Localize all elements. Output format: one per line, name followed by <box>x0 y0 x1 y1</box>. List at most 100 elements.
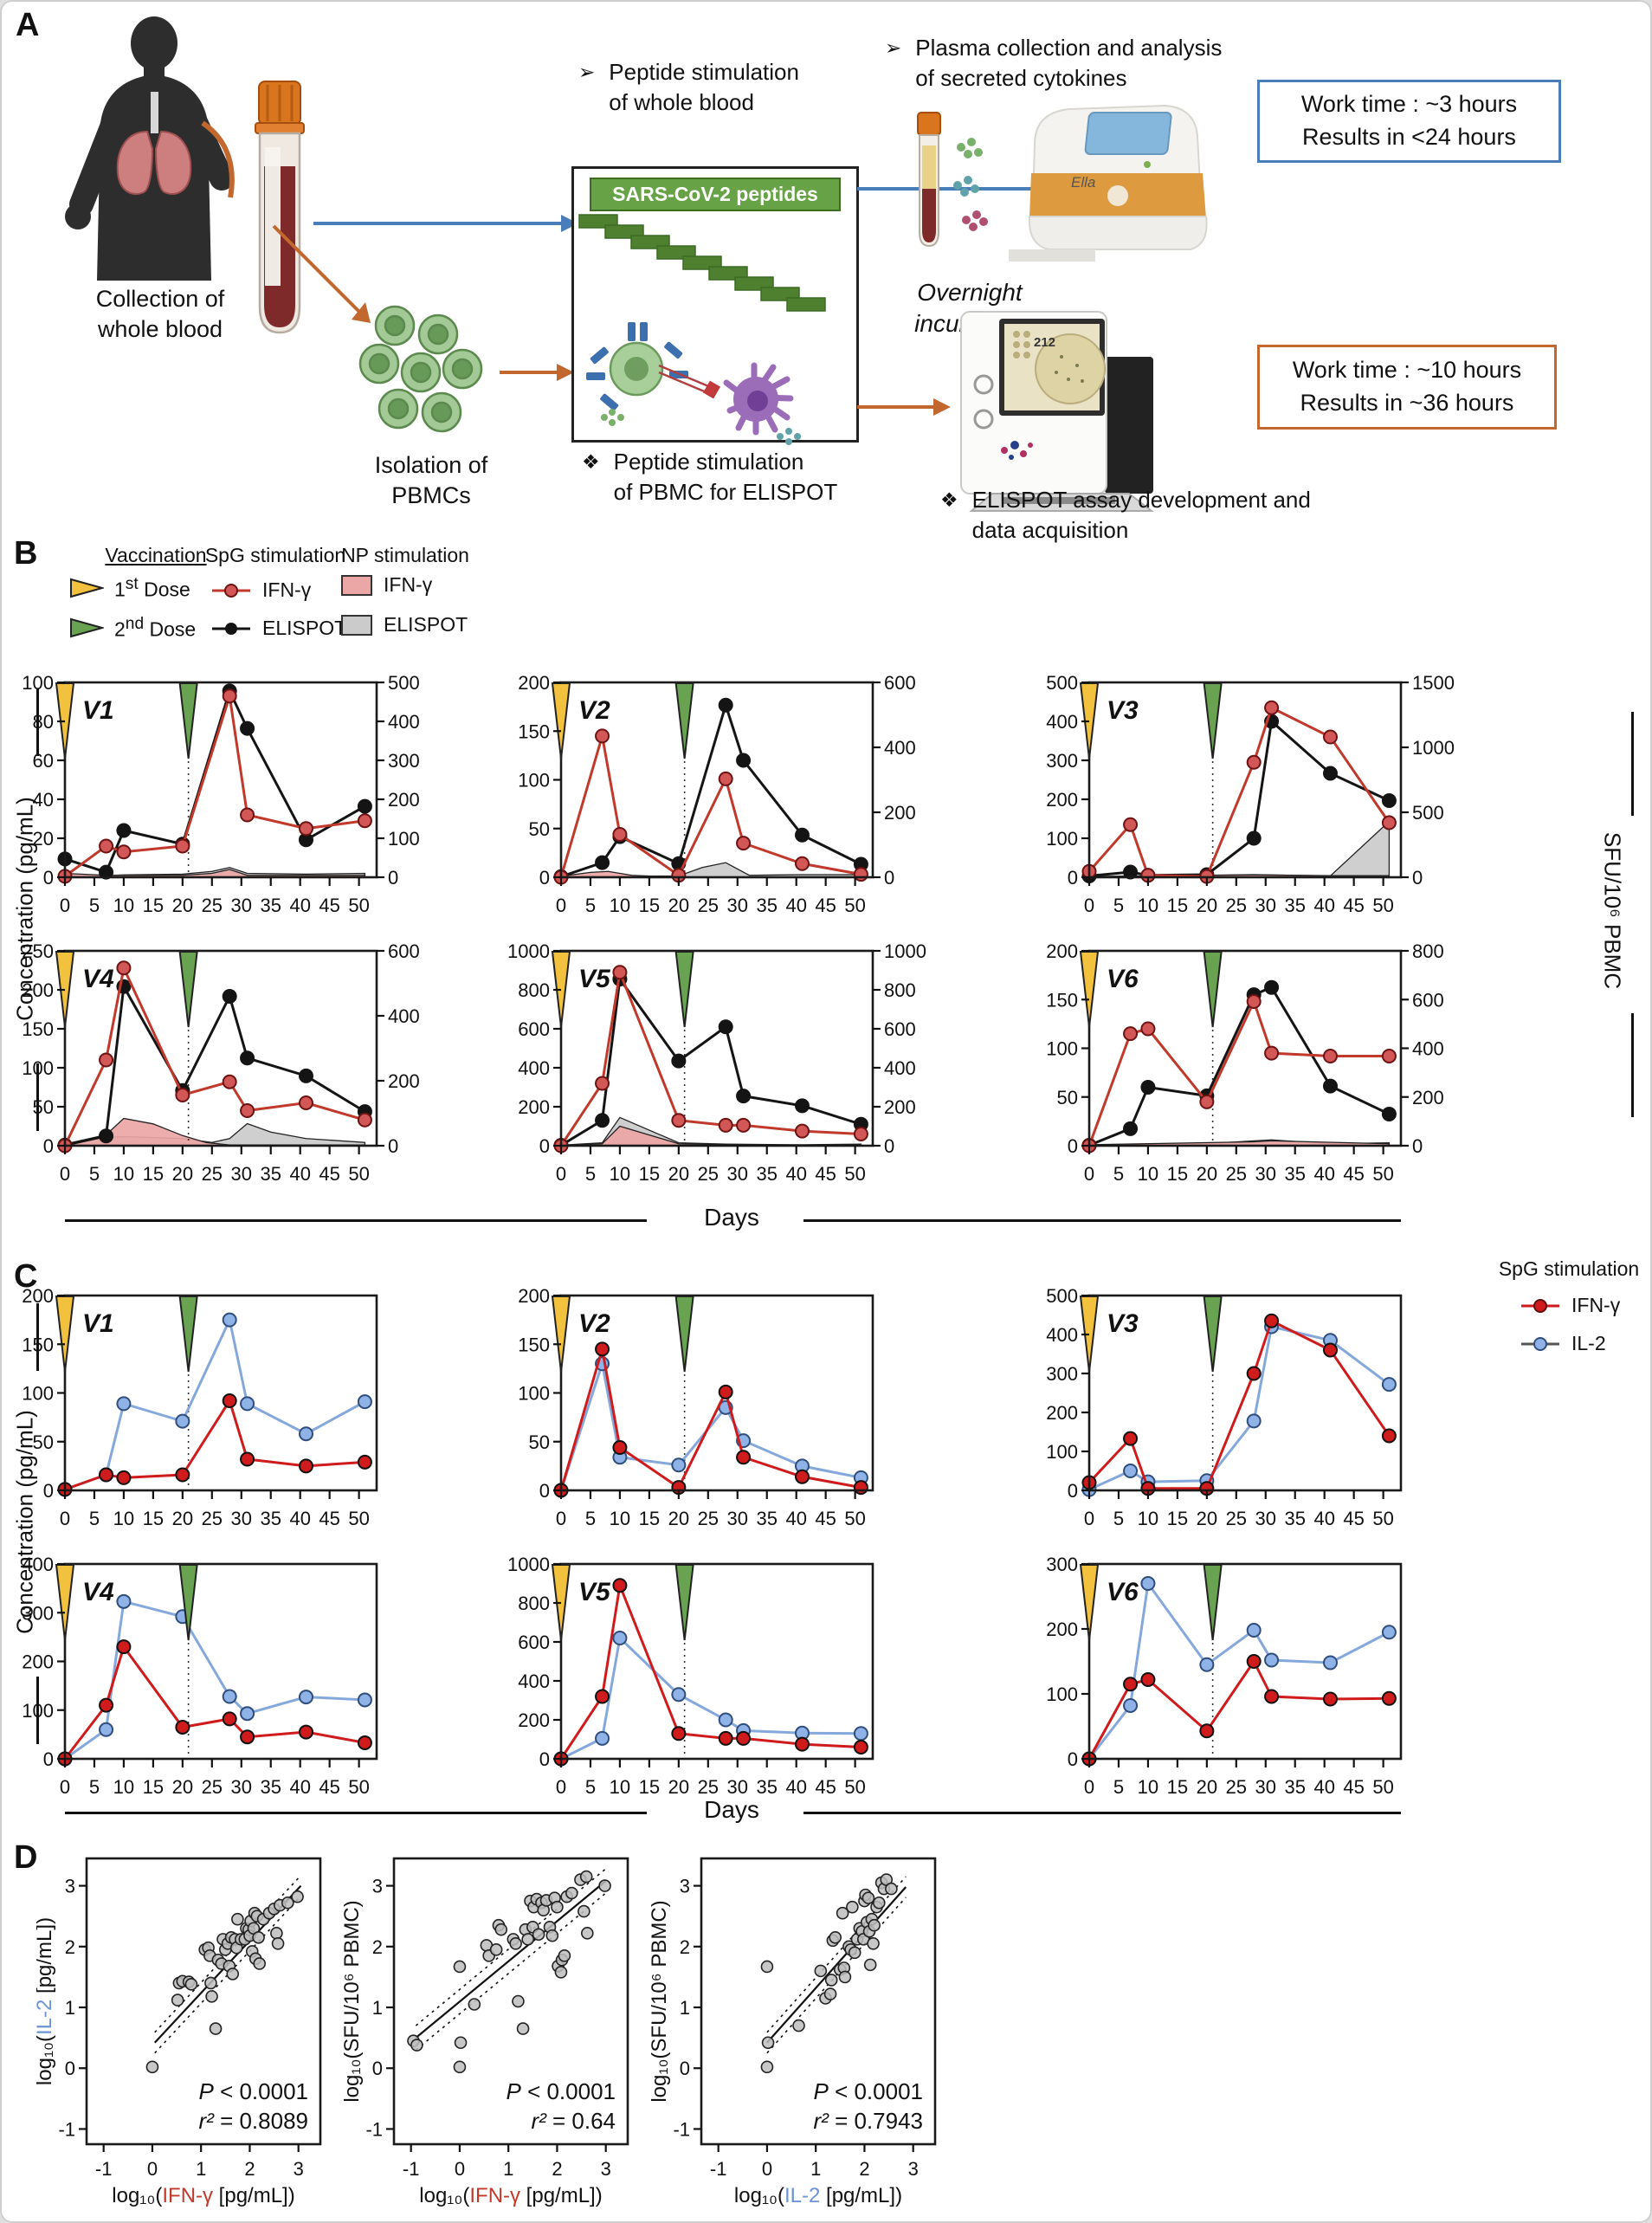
svg-text:35: 35 <box>756 1163 777 1185</box>
svg-text:800: 800 <box>1412 940 1444 962</box>
ifng-line-icon <box>212 583 250 598</box>
svg-text:40: 40 <box>785 1508 806 1529</box>
panel-b-label: B <box>14 535 38 572</box>
svg-text:45: 45 <box>319 1776 339 1798</box>
svg-text:10: 10 <box>1138 1776 1158 1798</box>
svg-text:50: 50 <box>1372 1776 1393 1798</box>
svg-text:1000: 1000 <box>884 940 926 962</box>
svg-text:0: 0 <box>60 895 70 916</box>
c-ylabel-left: Concentration (pg/mL) <box>11 1410 38 1634</box>
worktime-elispot-box: Work time : ~10 hours Results in ~36 hou… <box>1257 345 1557 430</box>
svg-text:100: 100 <box>1046 1441 1078 1463</box>
plasma-tube-icon <box>917 112 988 248</box>
arrow-to-elispot-icon <box>857 398 951 416</box>
svg-text:25: 25 <box>698 1163 719 1185</box>
svg-text:600: 600 <box>884 672 916 694</box>
svg-text:50: 50 <box>348 1776 369 1798</box>
worktime-elispot-line1: Work time : ~10 hours <box>1292 357 1522 384</box>
svg-text:log₁₀(IFN-γ [pg/mL]): log₁₀(IFN-γ [pg/mL]) <box>419 2184 602 2207</box>
svg-text:0: 0 <box>556 1508 566 1529</box>
svg-text:25: 25 <box>202 1163 223 1185</box>
np-ifng-swatch-icon <box>341 574 372 596</box>
worktime-cytokine-box: Work time : ~3 hours Results in <24 hour… <box>1257 80 1561 163</box>
svg-text:log₁₀(IFN-γ [pg/mL]): log₁₀(IFN-γ [pg/mL]) <box>112 2184 294 2207</box>
svg-text:150: 150 <box>1046 989 1078 1011</box>
svg-text:-1: -1 <box>673 2118 690 2140</box>
svg-text:50: 50 <box>33 1431 54 1453</box>
svg-text:0: 0 <box>884 1135 894 1157</box>
svg-text:15: 15 <box>1167 1508 1188 1529</box>
svg-text:10: 10 <box>1138 1163 1158 1185</box>
svg-text:3: 3 <box>680 1876 690 1897</box>
chart-c-v5: 0 200 400 600 800 1000 0 5 10 15 20 25 30 35 40 45 50 V5 <box>507 1550 885 1804</box>
svg-text:V2: V2 <box>578 1309 610 1338</box>
svg-text:60: 60 <box>33 750 54 772</box>
svg-text:800: 800 <box>518 1593 550 1614</box>
chart-c-v4: 010020030040005101520253035404550V4 <box>11 1550 389 1804</box>
legend-spg-elispot: ELISPOT <box>210 617 346 640</box>
svg-text:0: 0 <box>680 2058 690 2079</box>
days-axis-line <box>803 1812 1401 1814</box>
svg-text:200: 200 <box>884 802 916 824</box>
svg-text:1000: 1000 <box>507 940 550 962</box>
legend-vaccination-title: Vaccination <box>105 544 207 566</box>
svg-text:30: 30 <box>727 1508 748 1529</box>
days-axis-line <box>803 1219 1401 1222</box>
np-elispot-swatch-icon <box>341 614 372 636</box>
svg-text:30: 30 <box>231 1163 252 1185</box>
svg-text:0: 0 <box>1068 1135 1078 1157</box>
svg-text:1500: 1500 <box>1412 672 1455 694</box>
svg-text:10: 10 <box>1138 1508 1158 1529</box>
svg-text:1000: 1000 <box>507 1554 550 1575</box>
svg-text:15: 15 <box>639 895 660 916</box>
svg-text:2: 2 <box>552 2158 562 2180</box>
svg-text:P < 0.0001: P < 0.0001 <box>814 2078 924 2104</box>
svg-text:2: 2 <box>859 2158 869 2180</box>
svg-text:200: 200 <box>1046 940 1078 962</box>
svg-text:40: 40 <box>289 1508 310 1529</box>
svg-text:5: 5 <box>89 1776 100 1798</box>
svg-text:20: 20 <box>172 895 193 916</box>
svg-text:35: 35 <box>1284 1776 1305 1798</box>
worktime-cytokine-line1: Work time : ~3 hours <box>1300 91 1518 118</box>
svg-text:100: 100 <box>22 1383 54 1405</box>
legend-spg-elispot-label: ELISPOT <box>262 617 347 639</box>
panel-c-label: C <box>14 1258 38 1295</box>
svg-text:50: 50 <box>33 1096 54 1118</box>
svg-text:30: 30 <box>727 1163 748 1185</box>
svg-text:20: 20 <box>1197 1163 1217 1185</box>
legend-spg-ifng-label: IFN-γ <box>262 578 312 601</box>
arrow-pbmc-to-peptides-icon <box>500 364 574 381</box>
svg-text:V2: V2 <box>578 696 610 725</box>
svg-text:5: 5 <box>585 1776 596 1798</box>
svg-text:30: 30 <box>1255 1508 1276 1529</box>
svg-text:400: 400 <box>1046 1324 1078 1346</box>
svg-text:0: 0 <box>1068 1480 1078 1502</box>
svg-text:40: 40 <box>289 895 310 916</box>
svg-text:0: 0 <box>556 1776 566 1798</box>
chart-c-v2: 0 50 100 150 200 0 5 10 15 20 25 30 35 40 45 50 V2 <box>507 1282 885 1535</box>
arrow-bullet-icon: ➢ <box>885 36 902 59</box>
dose2-triangle-icon <box>70 618 104 638</box>
svg-text:400: 400 <box>518 1057 550 1079</box>
svg-text:45: 45 <box>815 1776 836 1798</box>
svg-text:0: 0 <box>60 1776 70 1798</box>
svg-text:5: 5 <box>89 1508 100 1529</box>
svg-text:20: 20 <box>33 828 54 850</box>
svg-text:50: 50 <box>844 1776 865 1798</box>
svg-text:20: 20 <box>1197 1508 1217 1529</box>
svg-text:200: 200 <box>1046 789 1078 811</box>
svg-text:30: 30 <box>1255 1776 1276 1798</box>
svg-text:400: 400 <box>1412 1038 1444 1060</box>
svg-text:15: 15 <box>143 1776 164 1798</box>
svg-text:35: 35 <box>756 1776 777 1798</box>
svg-text:35: 35 <box>260 1776 281 1798</box>
svg-text:0: 0 <box>556 895 566 916</box>
axis-bracket <box>36 688 39 756</box>
svg-text:200: 200 <box>518 1096 550 1118</box>
svg-text:25: 25 <box>698 1508 719 1529</box>
worktime-cytokine-line2: Results in <24 hours <box>1302 124 1516 150</box>
legend-spg-title: SpG stimulation <box>204 544 346 566</box>
days-axis-line <box>65 1219 647 1222</box>
svg-text:150: 150 <box>518 1334 550 1355</box>
